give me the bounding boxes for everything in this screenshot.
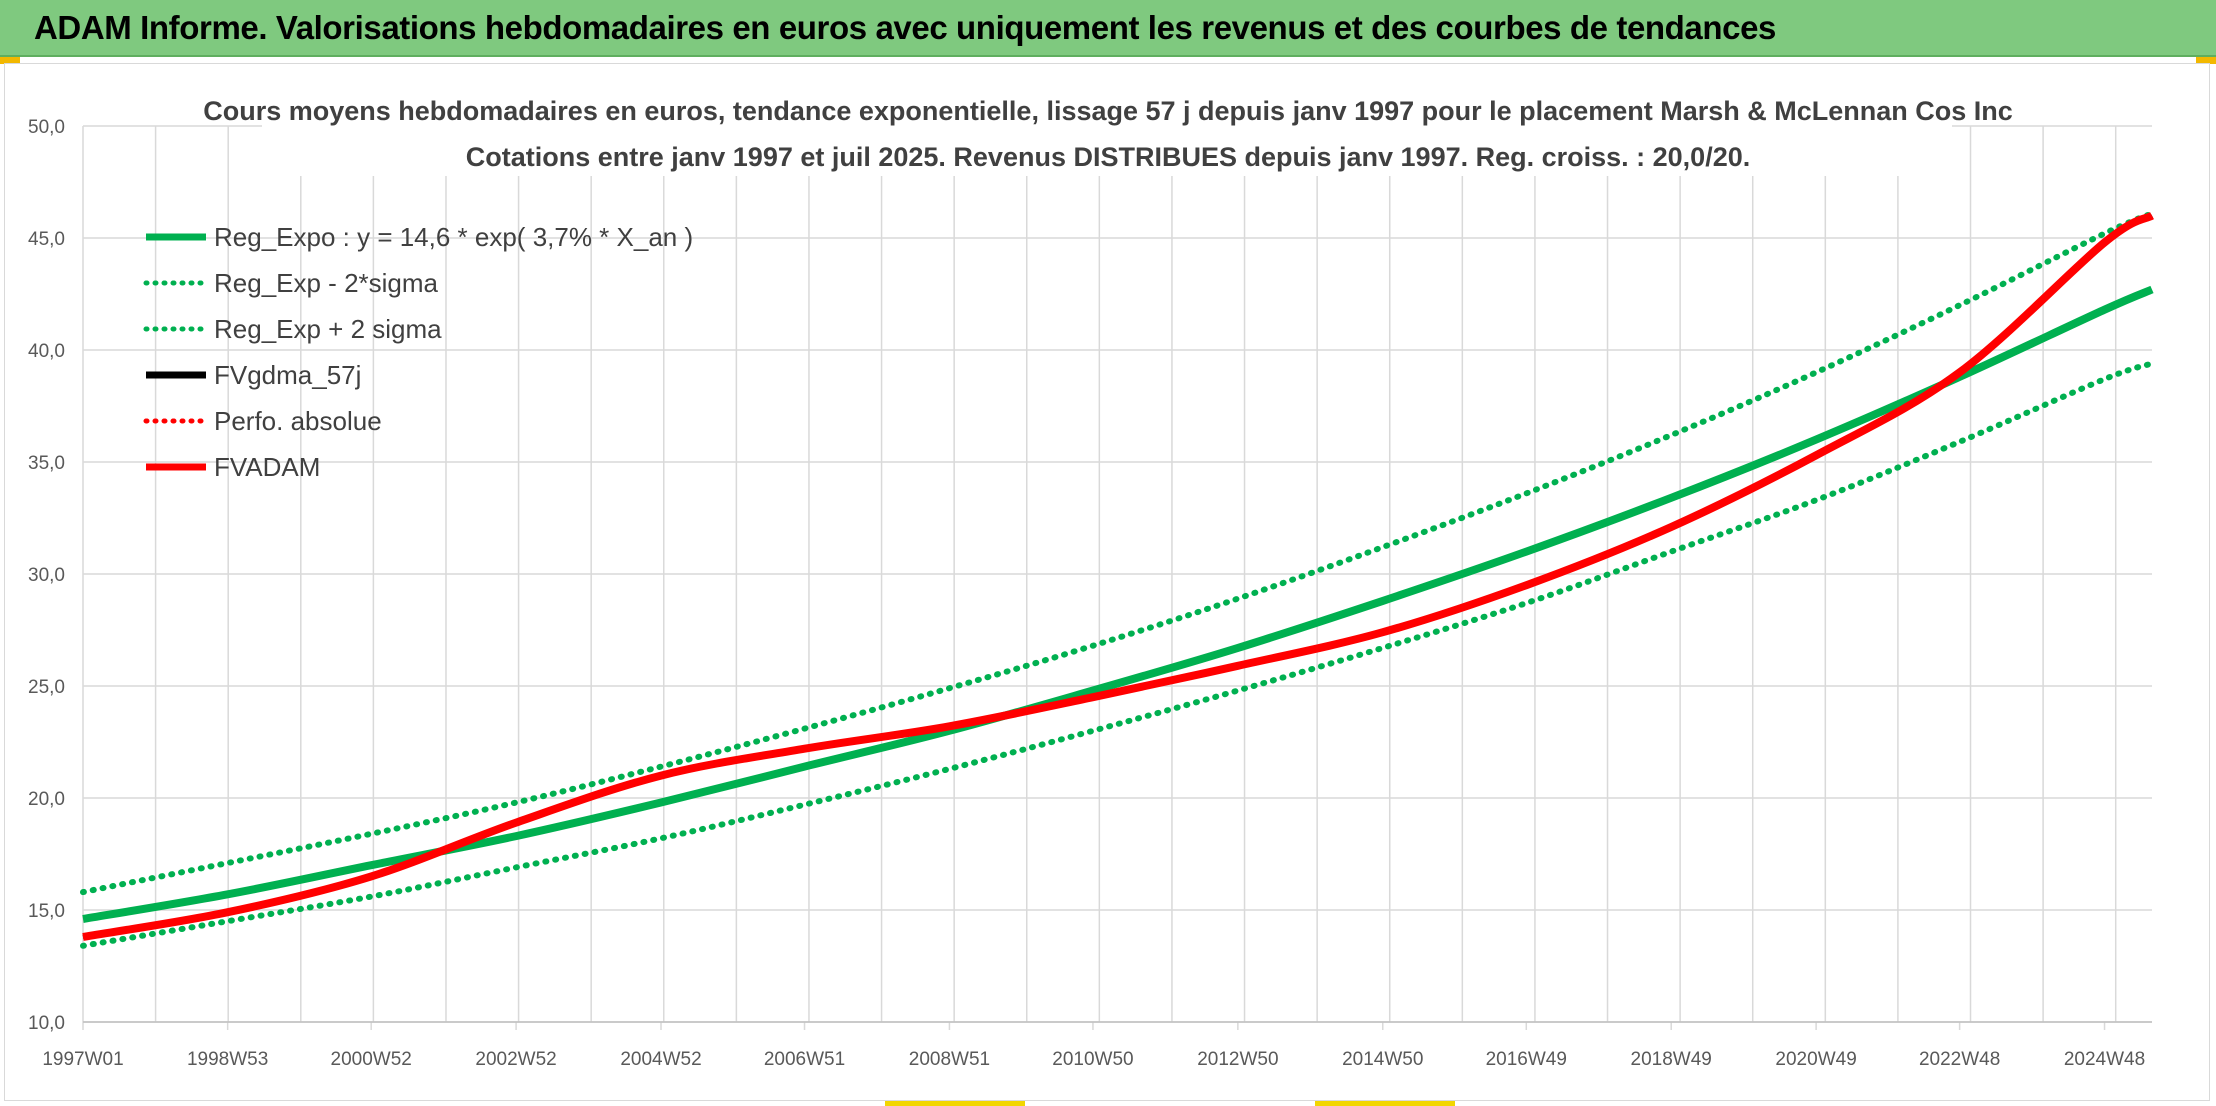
bottom-edge-mark: [885, 1101, 1025, 1106]
y-tick-label: 35,0: [28, 453, 65, 474]
x-tick-label: 2012W50: [1197, 1049, 1278, 1070]
corner-mark-right: [2196, 57, 2216, 64]
x-tick-label: 1998W53: [187, 1049, 268, 1070]
y-tick-label: 25,0: [28, 677, 65, 698]
y-tick-label: 10,0: [28, 1013, 65, 1034]
banner-title: ADAM Informe. Valorisations hebdomadaire…: [34, 9, 1776, 46]
legend-label: FVgdma_57j: [214, 360, 361, 390]
y-tick-label: 45,0: [28, 229, 65, 250]
x-tick-label: 2022W48: [1919, 1049, 2000, 1070]
bottom-edge-mark: [1315, 1101, 1455, 1106]
y-tick-label: 50,0: [28, 117, 65, 138]
y-tick-label: 40,0: [28, 341, 65, 362]
legend-label: Reg_Exp - 2*sigma: [214, 268, 439, 298]
chart-subtitle: Cotations entre janv 1997 et juil 2025. …: [466, 142, 1751, 172]
x-tick-label: 2016W49: [1486, 1049, 1567, 1070]
series-lines: [80, 210, 2155, 949]
legend-label: Reg_Expo : y = 14,6 * exp( 3,7% * X_an ): [214, 222, 693, 252]
perfo-absolue-line: [82, 214, 2153, 939]
chart-frame: [4, 63, 2210, 1101]
corner-mark-left: [0, 57, 20, 64]
y-tick-label: 15,0: [28, 901, 65, 922]
x-tick-label: 2008W51: [909, 1049, 990, 1070]
grid-lines: [82, 125, 2152, 1030]
x-tick-label: 2020W49: [1775, 1049, 1856, 1070]
x-tick-label: 2014W50: [1342, 1049, 1423, 1070]
x-tick-label: 1997W01: [42, 1049, 123, 1070]
y-tick-label: 30,0: [28, 565, 65, 586]
reg-exp-minus-2sigma-line: [80, 360, 2155, 949]
x-tick-label: 2024W48: [2064, 1049, 2145, 1070]
y-tick-label: 20,0: [28, 789, 65, 810]
x-tick-label: 2004W52: [620, 1049, 701, 1070]
x-tick-label: 2002W52: [475, 1049, 556, 1070]
chart-title: Cours moyens hebdomadaires en euros, ten…: [203, 96, 2013, 126]
legend-label: Perfo. absolue: [214, 406, 382, 436]
x-tick-label: 2018W49: [1631, 1049, 1712, 1070]
reg-exp-plus-2sigma-line: [80, 210, 2155, 896]
y-axis-tick-labels: 10,0 15,0 20,0 25,0 30,0 35,0 40,0 45,0 50,0: [28, 117, 65, 1034]
reg-expo-line: [82, 285, 2154, 923]
legend-label: Reg_Exp + 2 sigma: [214, 314, 442, 344]
title-banner: ADAM Informe. Valorisations hebdomadaire…: [0, 0, 2216, 57]
x-tick-label: 2010W50: [1052, 1049, 1133, 1070]
chart-legend: Reg_Expo : y = 14,6 * exp( 3,7% * X_an )…: [143, 222, 693, 482]
x-tick-label: 2006W51: [764, 1049, 845, 1070]
x-axis-tick-labels: 1997W01 1998W53 2000W52 2002W52 2004W52 2006W…: [42, 1049, 2145, 1070]
x-tick-label: 2000W52: [331, 1049, 412, 1070]
legend-label: FVADAM: [214, 452, 320, 482]
chart-titles: Cours moyens hebdomadaires en euros, ten…: [203, 88, 2013, 176]
